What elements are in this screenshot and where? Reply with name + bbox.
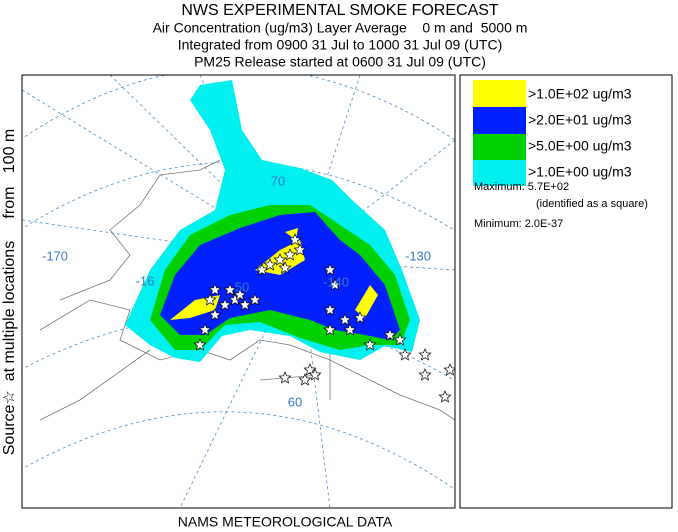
map-label: -16 [136,273,155,288]
source-star [208,308,222,321]
source-star [293,243,307,256]
source-star [248,293,262,306]
source-star [198,323,212,336]
source-star [393,333,407,346]
source-star [418,348,432,361]
source-star [323,303,337,316]
footer: NAMS METEOROLOGICAL DATA [178,514,393,530]
source-star [323,263,337,276]
source-star [263,258,277,271]
map-label: -170 [42,248,68,263]
source-star [223,283,237,296]
source-star [278,261,292,274]
source-star [288,233,302,246]
subtitle: PM25 Release started at 0600 31 Jul 09 (… [194,54,486,70]
subtitle: Integrated from 0900 31 Jul to 1000 31 J… [178,37,503,53]
map-label: 50 [235,279,249,294]
legend-swatch [473,80,526,107]
map: -170 -16 50 -140 -130 70 60 [21,74,456,509]
legend-swatch [473,160,526,186]
legend-swatch [473,107,526,134]
map-label: 60 [288,394,302,409]
maximum-note: (identified as a square) [536,198,648,210]
source-star [353,311,367,324]
subtitle: Air Concentration (ug/m3) Layer Average … [153,20,528,36]
source-star [443,363,455,376]
minimum: Minimum: 2.0E-37 [474,218,563,230]
source-star [343,323,357,336]
source-star [338,313,352,326]
source-star [273,253,287,266]
side-label: Source☆ at multiple locations from 100 m [1,129,18,455]
map-label: -140 [323,274,349,289]
legend-label: >1.0E+00 ug/m3 [528,164,632,180]
source-star [283,248,297,261]
source-star [383,328,397,341]
legend: >1.0E+02 ug/m3 >2.0E+01 ug/m3 >5.0E+00 u… [459,74,673,509]
legend-label: >1.0E+02 ug/m3 [528,86,632,102]
source-star [193,338,207,351]
source-star [418,368,432,381]
source-star [278,371,292,384]
legend-label: >2.0E+01 ug/m3 [528,112,632,128]
source-star [298,373,312,386]
legend-label: >5.0E+00 ug/m3 [528,138,632,154]
source-star [255,263,269,276]
source-star [398,348,412,361]
map-label: -130 [405,248,431,263]
source-star [328,278,342,291]
source-star [233,288,247,301]
source-star [308,368,322,381]
source-star [238,298,252,311]
source-star [203,293,217,306]
maximum: Maximum: 5.7E+02 [474,181,569,193]
source-star [218,298,232,311]
source-star [363,338,377,351]
source-star [208,283,222,296]
legend-swatch [473,134,526,160]
map-label: 70 [271,173,285,188]
source-star [438,390,452,403]
source-star [323,323,337,336]
title: NWS EXPERIMENTAL SMOKE FORECAST [181,2,499,19]
